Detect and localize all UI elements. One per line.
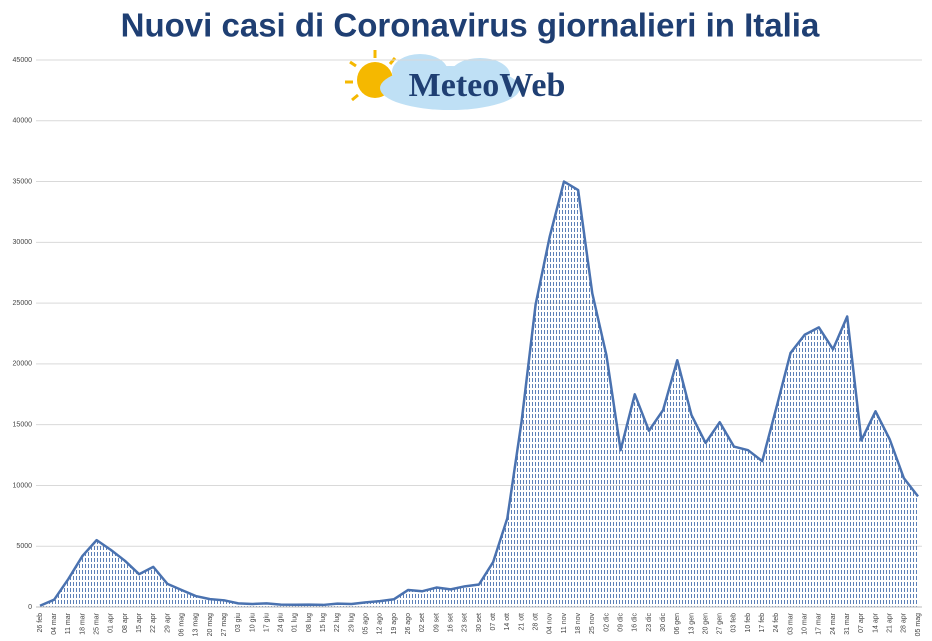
x-tick-label: 20 mag — [207, 613, 214, 636]
x-tick-label: 08 lug — [306, 613, 313, 632]
x-tick-label: 24 feb — [773, 613, 780, 633]
x-tick-label: 21 apr — [887, 612, 894, 633]
x-tick-label: 26 ago — [405, 613, 412, 635]
y-tick-label: 0 — [28, 604, 32, 611]
x-tick-label: 03 mar — [787, 612, 794, 634]
x-tick-label: 14 apr — [872, 612, 879, 633]
y-tick-label: 25000 — [13, 300, 33, 307]
x-tick-label: 25 mar — [93, 612, 100, 634]
x-tick-label: 26 feb — [37, 613, 44, 633]
x-tick-label: 27 mag — [221, 613, 228, 636]
y-tick-label: 5000 — [16, 543, 32, 550]
x-tick-label: 25 nov — [589, 613, 596, 635]
x-tick-label: 13 mag — [193, 613, 200, 636]
chart-title: Nuovi casi di Coronavirus giornalieri in… — [121, 7, 820, 44]
x-tick-label: 30 set — [476, 613, 483, 632]
x-tick-label: 28 ott — [532, 613, 539, 631]
x-tick-label: 10 feb — [745, 613, 752, 633]
x-tick-label: 16 dic — [632, 613, 639, 632]
x-tick-label: 20 gen — [702, 613, 709, 635]
x-tick-label: 23 dic — [646, 613, 653, 632]
x-tick-label: 14 ott — [504, 613, 511, 631]
x-tick-label: 30 dic — [660, 613, 667, 632]
x-tick-label: 01 apr — [108, 612, 115, 633]
y-tick-label: 20000 — [13, 361, 33, 368]
x-tick-label: 18 mar — [79, 612, 86, 634]
x-tick-label: 19 ago — [391, 613, 398, 635]
x-tick-label: 05 ago — [363, 613, 370, 635]
x-tick-label: 01 lug — [292, 613, 299, 632]
logo-text: MeteoWeb — [409, 67, 566, 104]
x-tick-label: 21 ott — [518, 613, 525, 631]
x-tick-label: 15 apr — [136, 612, 143, 633]
x-tick-label: 03 giu — [235, 613, 242, 632]
x-tick-label: 06 mag — [178, 613, 185, 636]
x-tick-label: 17 feb — [759, 613, 766, 633]
x-tick-label: 18 nov — [575, 613, 582, 635]
x-tick-label: 22 apr — [150, 612, 157, 633]
x-tick-label: 04 nov — [547, 613, 554, 635]
x-tick-label: 31 mar — [844, 612, 851, 634]
x-tick-label: 29 apr — [164, 612, 171, 633]
y-tick-label: 40000 — [13, 118, 33, 125]
x-tick-label: 09 dic — [617, 613, 624, 632]
x-tick-label: 10 mar — [802, 612, 809, 634]
x-tick-label: 22 lug — [334, 613, 341, 632]
x-tick-label: 11 mar — [65, 612, 72, 634]
x-tick-label: 11 nov — [561, 613, 568, 634]
x-tick-label: 07 apr — [858, 612, 865, 633]
x-tick-label: 05 mag — [915, 613, 922, 636]
x-tick-label: 13 gen — [688, 613, 695, 635]
x-tick-label: 27 gen — [717, 613, 724, 635]
y-tick-label: 35000 — [13, 178, 33, 185]
y-tick-label: 30000 — [13, 239, 33, 246]
x-tick-label: 02 set — [419, 613, 426, 632]
y-tick-label: 15000 — [13, 422, 33, 429]
y-tick-label: 45000 — [13, 57, 33, 64]
x-tick-label: 23 set — [462, 613, 469, 632]
y-tick-label: 10000 — [13, 482, 33, 489]
x-tick-label: 12 ago — [377, 613, 384, 635]
x-tick-label: 06 gen — [674, 613, 681, 635]
x-tick-label: 09 set — [433, 613, 440, 632]
x-tick-label: 08 apr — [122, 612, 129, 633]
area — [40, 181, 918, 608]
x-tick-label: 16 set — [448, 613, 455, 632]
logo: MeteoWeb — [345, 50, 565, 110]
x-tick-label: 28 apr — [901, 612, 908, 633]
x-tick-label: 29 lug — [348, 613, 355, 632]
x-tick-label: 24 mar — [830, 612, 837, 634]
x-tick-label: 15 lug — [320, 613, 327, 632]
x-tick-label: 03 feb — [731, 613, 738, 633]
x-tick-label: 24 giu — [278, 613, 285, 632]
x-tick-label: 02 dic — [603, 613, 610, 632]
x-tick-label: 07 ott — [490, 613, 497, 631]
x-tick-label: 04 mar — [51, 612, 58, 634]
x-tick-label: 10 giu — [249, 613, 256, 632]
x-tick-label: 17 giu — [263, 613, 270, 632]
line — [39, 180, 919, 607]
x-tick-label: 17 mar — [816, 612, 823, 634]
